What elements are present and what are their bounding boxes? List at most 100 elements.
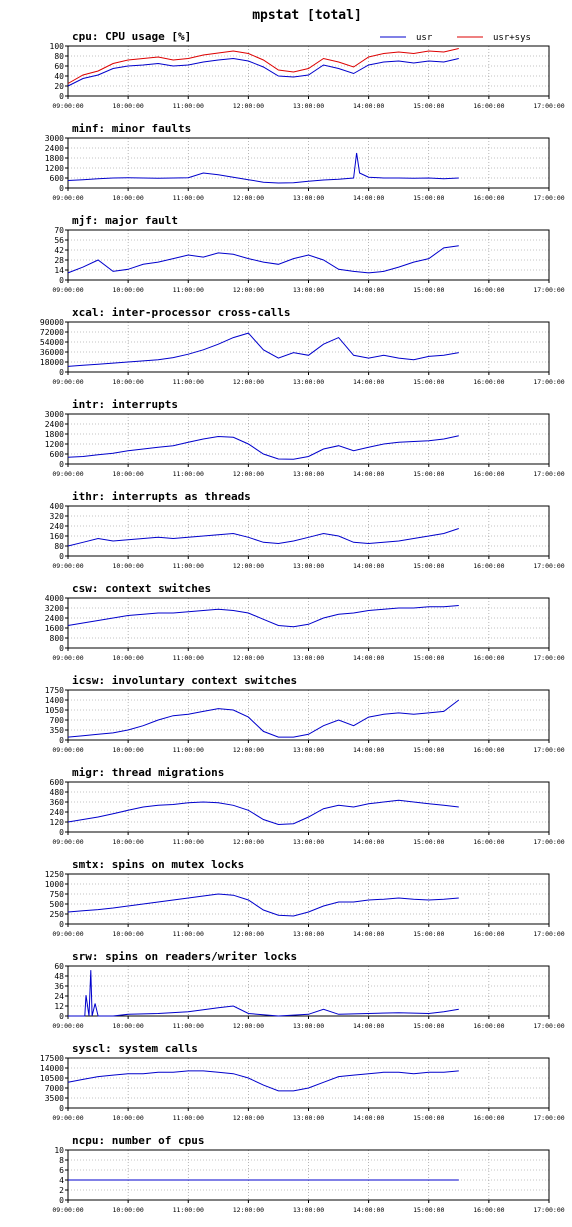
x-tick-label: 16:00:00 [473,1206,504,1214]
y-tick-label: 2 [59,1186,64,1195]
y-tick-label: 2400 [45,420,64,429]
x-tick-label: 16:00:00 [473,746,504,754]
x-tick-label: 17:00:00 [533,470,564,478]
panel-title: intr: interrupts [72,398,178,411]
y-tick-label: 240 [50,808,65,817]
x-tick-label: 17:00:00 [533,1206,564,1214]
y-tick-label: 500 [50,900,65,909]
x-tick-label: 15:00:00 [413,654,444,662]
x-tick-label: 12:00:00 [233,378,264,386]
x-tick-label: 12:00:00 [233,1114,264,1122]
y-tick-label: 120 [50,818,65,827]
legend-label: usr+sys [493,33,531,43]
series-line-cpu-0 [67,57,459,87]
y-tick-label: 3500 [45,1094,64,1103]
y-tick-label: 600 [50,778,65,787]
x-tick-label: 17:00:00 [533,746,564,754]
panel-title: syscl: system calls [72,1042,198,1055]
x-tick-label: 16:00:00 [473,654,504,662]
y-tick-label: 42 [54,246,64,255]
panel-title: minf: minor faults [72,122,191,135]
y-tick-label: 48 [54,972,64,981]
x-tick-label: 13:00:00 [293,378,324,386]
x-tick-label: 11:00:00 [173,102,204,110]
x-tick-label: 17:00:00 [533,930,564,938]
y-tick-label: 72000 [40,328,64,337]
y-tick-label: 1600 [45,624,64,633]
panel-syscl: syscl: system calls035007000105001400017… [40,1042,565,1122]
x-tick-label: 11:00:00 [173,1114,204,1122]
legend-label: usr [416,33,433,43]
x-tick-label: 11:00:00 [173,562,204,570]
x-tick-label: 14:00:00 [353,746,384,754]
x-tick-label: 10:00:00 [112,1206,143,1214]
series-line-csw-0 [67,605,459,628]
y-tick-label: 400 [50,502,65,511]
y-tick-label: 4000 [45,594,64,603]
y-tick-label: 90000 [40,318,64,327]
x-tick-label: 13:00:00 [293,1022,324,1030]
x-tick-label: 09:00:00 [52,470,83,478]
x-tick-label: 17:00:00 [533,654,564,662]
x-tick-label: 14:00:00 [353,286,384,294]
y-tick-label: 360 [50,798,65,807]
x-tick-label: 12:00:00 [233,1022,264,1030]
series-line-srw-0 [68,970,459,1017]
y-tick-label: 1800 [45,154,64,163]
x-tick-label: 13:00:00 [293,102,324,110]
plot-frame [67,137,550,189]
series-line-ithr-0 [67,528,459,547]
x-tick-label: 13:00:00 [293,470,324,478]
y-tick-label: 7000 [45,1084,64,1093]
y-tick-label: 54000 [40,338,64,347]
y-tick-label: 2400 [45,614,64,623]
y-tick-label: 0 [59,736,64,745]
x-tick-label: 11:00:00 [173,1022,204,1030]
y-tick-label: 0 [59,184,64,193]
x-tick-label: 15:00:00 [413,930,444,938]
x-tick-label: 14:00:00 [353,102,384,110]
x-tick-label: 12:00:00 [233,930,264,938]
x-tick-label: 10:00:00 [112,746,143,754]
x-tick-label: 14:00:00 [353,1022,384,1030]
y-tick-label: 28 [54,256,64,265]
x-tick-label: 15:00:00 [413,102,444,110]
y-tick-label: 3000 [45,134,64,143]
x-tick-label: 17:00:00 [533,1114,564,1122]
y-tick-label: 1000 [45,880,64,889]
x-tick-label: 15:00:00 [413,194,444,202]
x-tick-label: 13:00:00 [293,1206,324,1214]
y-tick-label: 0 [59,1012,64,1021]
x-tick-label: 11:00:00 [173,746,204,754]
x-tick-label: 10:00:00 [112,1022,143,1030]
y-tick-label: 12 [54,1002,64,1011]
y-tick-label: 56 [54,236,64,245]
x-tick-label: 10:00:00 [112,286,143,294]
x-tick-label: 11:00:00 [173,654,204,662]
x-tick-label: 13:00:00 [293,1114,324,1122]
x-tick-label: 14:00:00 [353,930,384,938]
x-tick-label: 15:00:00 [413,378,444,386]
y-tick-label: 80 [54,542,64,551]
y-tick-label: 320 [50,512,65,521]
panel-title: icsw: involuntary context switches [72,674,297,687]
plot-frame [67,505,550,557]
x-tick-label: 12:00:00 [233,838,264,846]
panel-title: srw: spins on readers/writer locks [72,950,297,963]
panel-title: migr: thread migrations [72,766,224,779]
x-tick-label: 16:00:00 [473,102,504,110]
panel-xcal: xcal: inter-processor cross-calls 0180003… [40,306,565,386]
plot-frame [67,597,550,649]
x-tick-label: 15:00:00 [413,838,444,846]
plot-frame [67,689,550,741]
x-tick-label: 12:00:00 [233,654,264,662]
x-tick-label: 15:00:00 [413,562,444,570]
y-tick-label: 1400 [45,696,64,705]
x-tick-label: 10:00:00 [112,470,143,478]
x-tick-label: 16:00:00 [473,194,504,202]
panel-title: csw: context switches [72,582,211,595]
plot-frame [67,1057,550,1109]
x-tick-label: 14:00:00 [353,470,384,478]
